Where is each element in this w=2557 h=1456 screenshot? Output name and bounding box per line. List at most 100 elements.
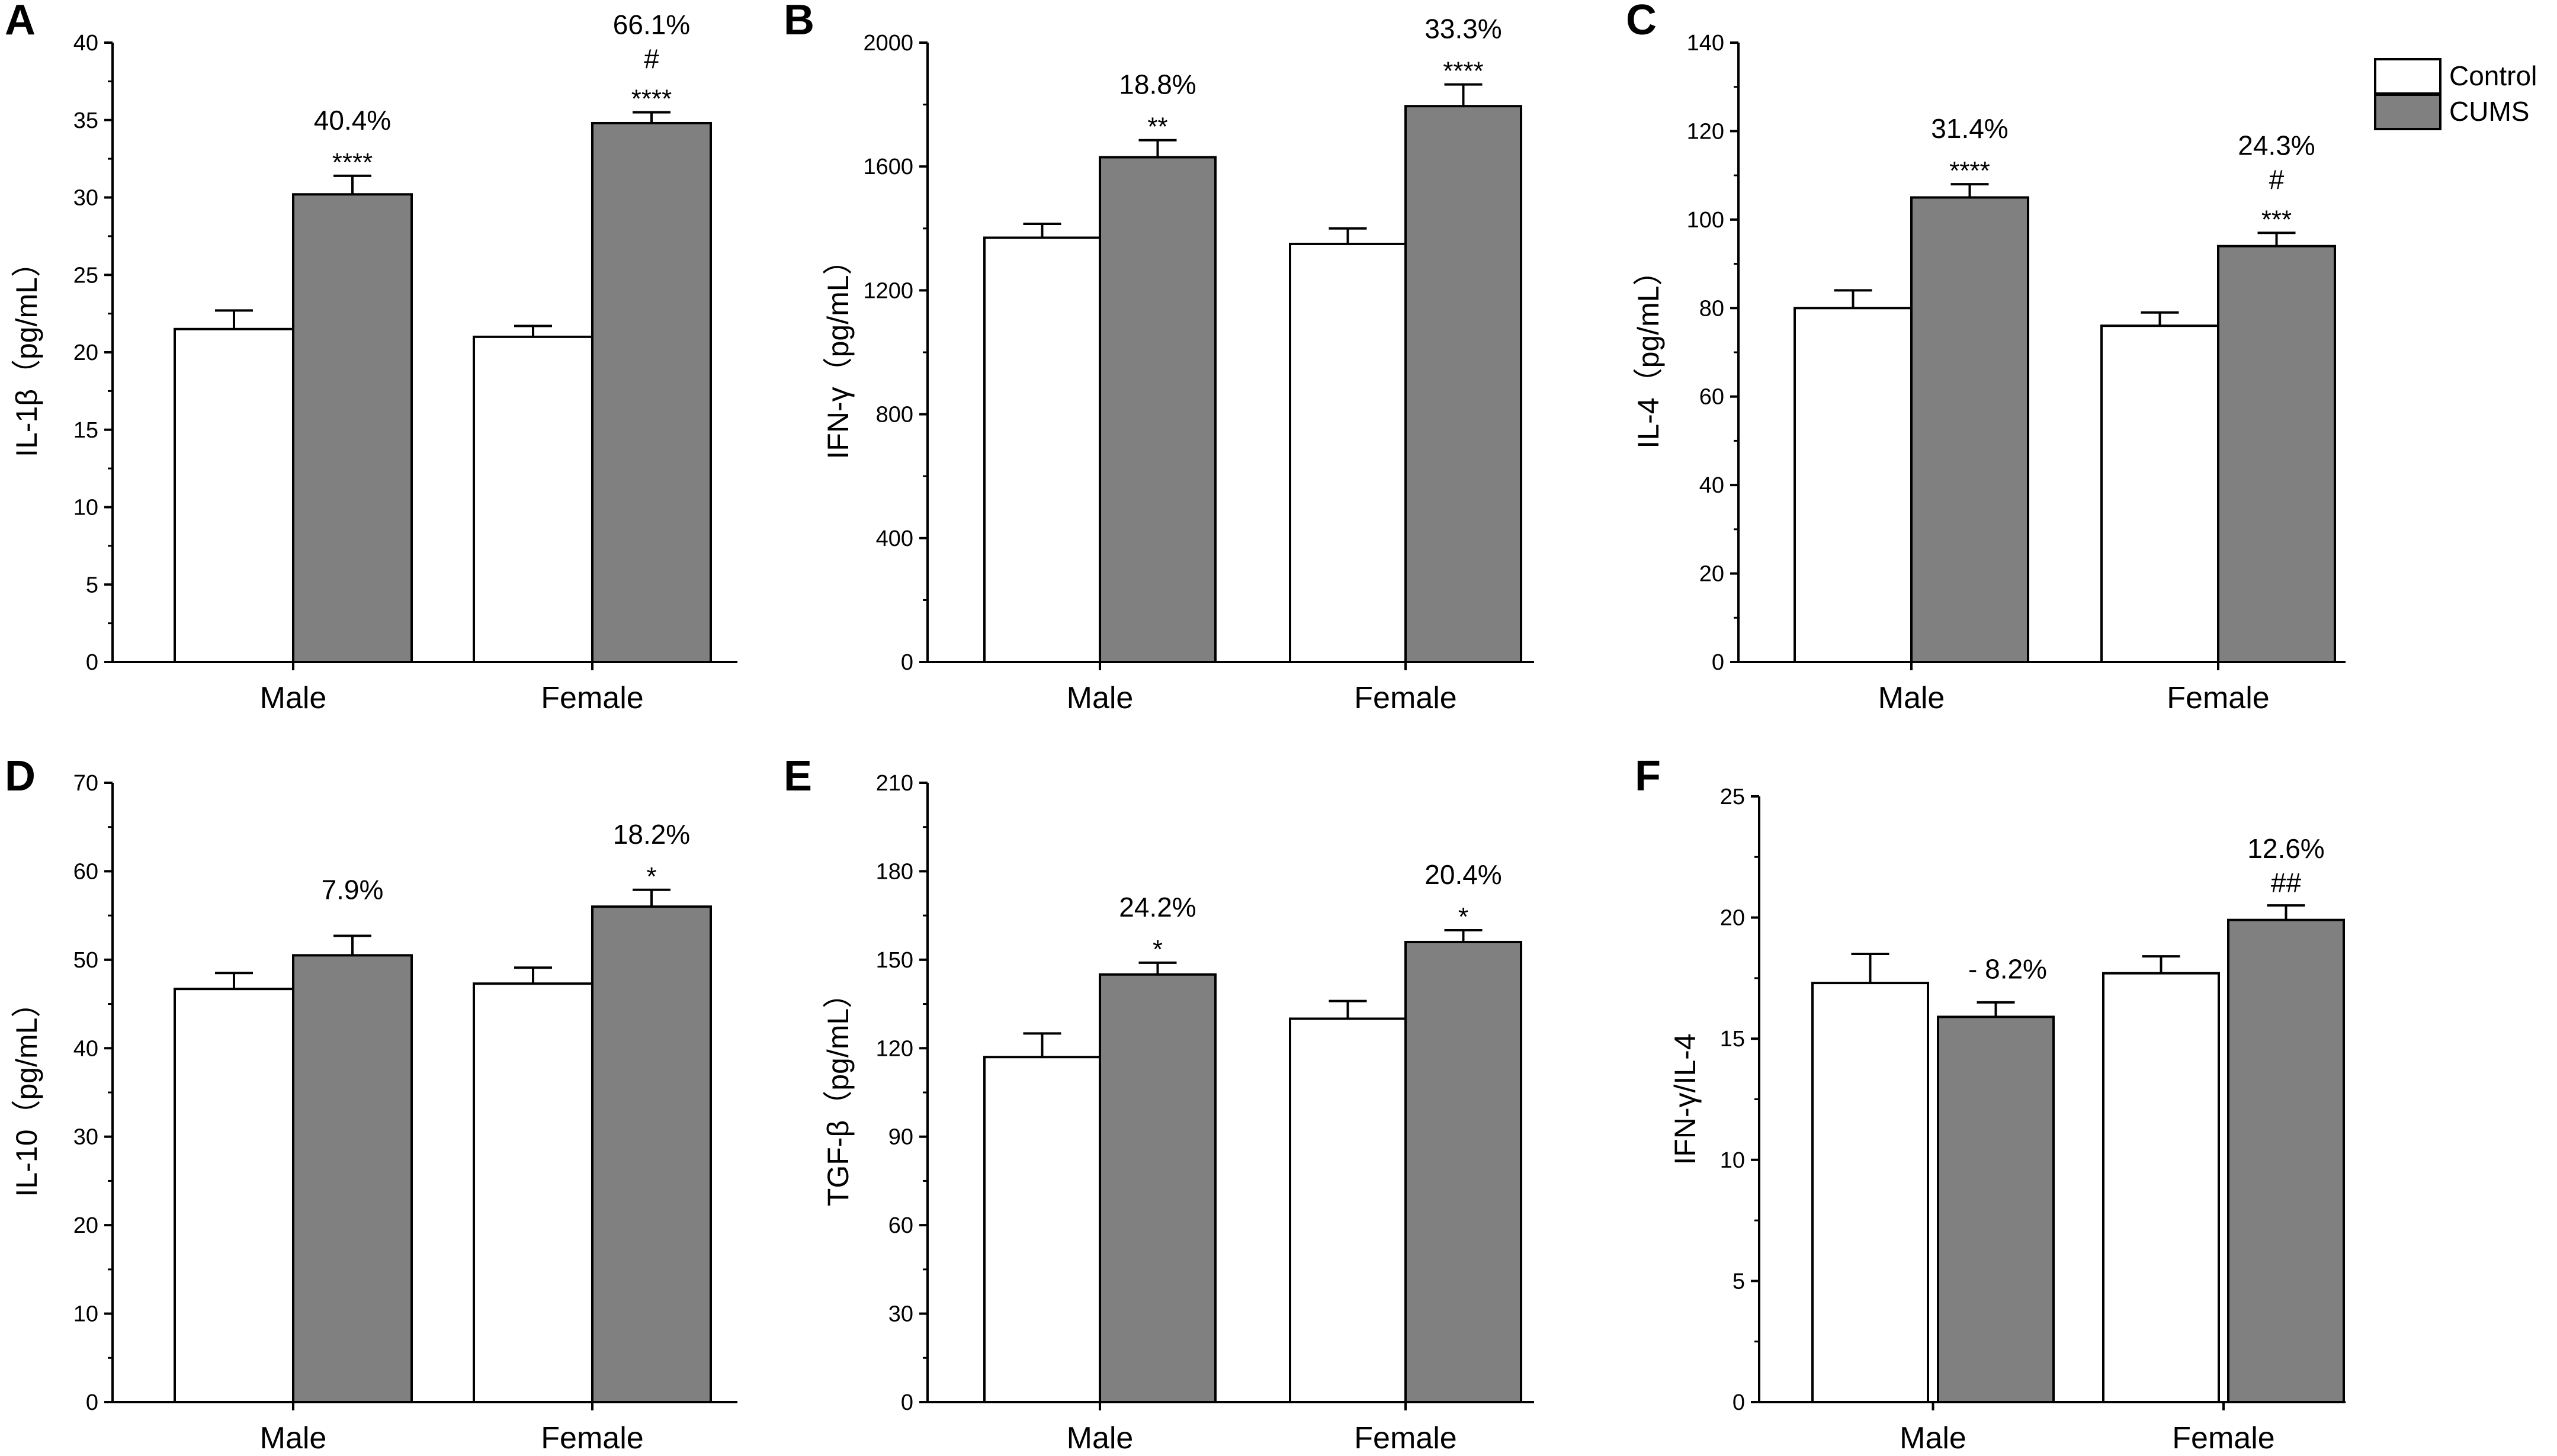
y-tick-label: 15 — [73, 418, 98, 443]
y-tick-label: 20 — [73, 1213, 98, 1238]
y-tick-label: 0 — [1712, 650, 1724, 675]
y-tick-label: 0 — [86, 1390, 98, 1415]
percent-change-label: 33.3% — [1425, 14, 1502, 44]
y-tick-label: 30 — [73, 186, 98, 211]
significance-hash: ## — [2271, 867, 2302, 898]
y-tick-label: 0 — [901, 650, 913, 675]
y-tick-label: 40 — [73, 1036, 98, 1061]
significance-stars: **** — [631, 85, 672, 114]
y-tick-label: 5 — [1733, 1269, 1745, 1294]
significance-stars: * — [1458, 902, 1468, 931]
x-tick-label: Female — [541, 1421, 643, 1455]
bar-control-male — [1811, 982, 1929, 1403]
y-tick-label: 120 — [876, 1036, 913, 1061]
y-tick-label: 1200 — [863, 278, 913, 303]
bar-cums-female — [591, 905, 712, 1403]
y-tick-label: 140 — [1687, 31, 1724, 56]
x-tick-label: Male — [1900, 1421, 1966, 1455]
percent-change-label: 12.6% — [2247, 833, 2324, 864]
bar-control-male — [174, 327, 294, 663]
x-tick-label: Female — [2172, 1421, 2274, 1455]
y-tick-label: 70 — [73, 771, 98, 796]
y-tick-label: 10 — [73, 496, 98, 520]
y-axis-title: TGF-β（pg/mL） — [822, 979, 855, 1206]
y-tick-label: 35 — [73, 108, 98, 133]
percent-change-label: 24.2% — [1119, 892, 1196, 923]
percent-change-label: 24.3% — [2238, 130, 2315, 160]
panel-letter: A — [5, 0, 36, 44]
bar-control-male — [1794, 307, 1913, 663]
significance-stars: *** — [2261, 205, 2292, 234]
percent-change-label: 66.1% — [613, 9, 690, 40]
x-tick-label: Male — [260, 1421, 327, 1455]
bar-control-female — [1289, 1017, 1407, 1403]
y-tick-label: 180 — [876, 859, 913, 884]
y-tick-label: 800 — [876, 403, 913, 428]
bar-cums-male — [1910, 196, 2029, 663]
y-tick-label: 80 — [1699, 296, 1724, 321]
significance-hash: # — [644, 44, 659, 75]
y-tick-label: 5 — [86, 573, 98, 597]
legend-swatch-control — [2374, 58, 2441, 95]
x-tick-label: Male — [1067, 1421, 1134, 1455]
panel-c: C 0 20 40 60 80 100 120 140 IL-4（pg/mL） Male Female… — [1626, 0, 2346, 715]
y-tick-label: 1600 — [863, 155, 913, 179]
y-tick-label: 25 — [1720, 785, 1745, 809]
legend-swatch-cums — [2374, 94, 2441, 130]
y-tick-label: 0 — [901, 1390, 913, 1415]
y-tick-label: 90 — [888, 1125, 913, 1150]
y-axis-title: IL-1β（pg/mL） — [10, 248, 43, 457]
percent-change-label: 20.4% — [1425, 859, 1502, 890]
bar-cums-female — [1404, 105, 1522, 663]
percent-change-label: - 8.2% — [1968, 953, 2047, 984]
significance-stars: * — [646, 862, 656, 891]
percent-change-label: 40.4% — [314, 105, 391, 136]
significance-hash: # — [2269, 164, 2285, 195]
y-tick-label: 30 — [73, 1125, 98, 1150]
percent-change-label: 18.8% — [1119, 69, 1196, 100]
panel-letter: F — [1635, 753, 1661, 800]
bar-cums-male — [292, 193, 413, 663]
significance-stars: **** — [332, 148, 373, 177]
panel-letter: E — [784, 753, 812, 800]
y-tick-label: 60 — [888, 1213, 913, 1238]
y-tick-label: 60 — [73, 859, 98, 884]
y-tick-label: 40 — [73, 31, 98, 56]
significance-stars: ** — [1147, 113, 1167, 142]
bar-cums-male — [1099, 973, 1217, 1404]
panel-d: D 0 10 20 30 40 50 60 70 IL-10（pg/mL） Male Female 7.… — [5, 753, 737, 1455]
bar-control-female — [2100, 324, 2219, 663]
x-tick-label: Male — [1067, 681, 1134, 715]
bar-cums-female — [2227, 918, 2345, 1403]
y-tick-label: 20 — [1720, 906, 1745, 931]
legend-label-control: Control — [2449, 60, 2537, 91]
bar-cums-male — [1937, 1015, 2055, 1403]
y-tick-label: 25 — [73, 263, 98, 288]
panel-a: A 0 5 10 15 20 25 30 35 40 IL-1β（pg/mL） Male Female *… — [5, 0, 737, 715]
panel-letter: B — [784, 0, 814, 44]
y-tick-label: 150 — [876, 948, 913, 973]
panel-letter: D — [5, 753, 36, 800]
y-tick-label: 60 — [1699, 385, 1724, 410]
y-tick-label: 210 — [876, 771, 913, 796]
panel-f: F 0 5 10 15 20 25 IFN-γ/IL-4 Male Female - 8.2% ##1… — [1635, 753, 2346, 1455]
panel-letter: C — [1626, 0, 1657, 44]
bar-cums-female — [591, 121, 712, 664]
x-tick-label: Male — [260, 681, 327, 715]
x-tick-label: Female — [541, 681, 643, 715]
y-tick-label: 10 — [1720, 1148, 1745, 1173]
bar-control-male — [983, 1056, 1101, 1403]
y-tick-label: 30 — [888, 1302, 913, 1327]
y-axis-title: IL-4（pg/mL） — [1632, 256, 1665, 448]
bar-cums-female — [2217, 245, 2336, 663]
y-tick-label: 10 — [73, 1302, 98, 1327]
bar-control-male — [174, 988, 294, 1403]
legend-label-cums: CUMS — [2449, 96, 2529, 127]
x-tick-label: Male — [1878, 681, 1945, 715]
bar-control-female — [1289, 242, 1407, 663]
y-axis-title: IL-10（pg/mL） — [10, 988, 43, 1197]
y-tick-label: 20 — [1699, 562, 1724, 587]
x-tick-label: Female — [1354, 681, 1456, 715]
y-tick-label: 20 — [73, 340, 98, 365]
